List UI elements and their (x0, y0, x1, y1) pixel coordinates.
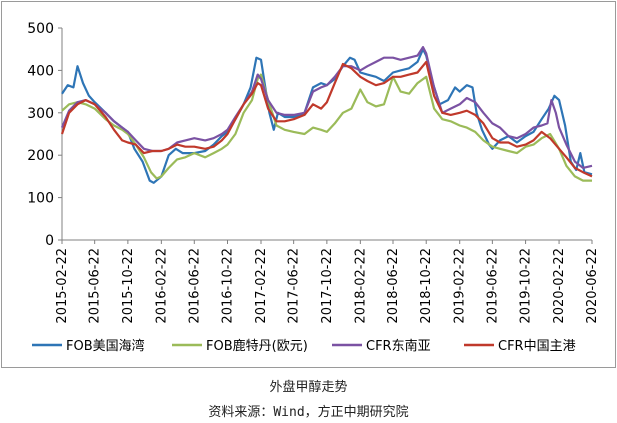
series-line-2 (61, 73, 592, 182)
x-tick-label: 2017-06-22 (287, 248, 302, 324)
x-tick-label: 2015-06-22 (88, 248, 103, 324)
x-tick-label: 2020-02-22 (552, 248, 567, 324)
y-tick-label: 200 (27, 148, 54, 164)
line-chart: 0 100 200 300 400 500 2015-02-22 2015-06-22 2015… (27, 21, 600, 354)
x-tick-label: 2019-06-22 (485, 248, 500, 324)
y-tick-label: 500 (27, 21, 54, 37)
y-tick-label: 0 (45, 233, 54, 249)
x-tick-label: 2017-02-22 (254, 248, 269, 324)
series-line-4 (60, 60, 593, 178)
chart-frame: 0 100 200 300 400 500 2015-02-22 2015-06-22 2015… (1, 1, 616, 368)
chart-source: 资料来源：Wind，方正中期研究院 (208, 405, 409, 420)
x-tick-label: 2016-06-22 (187, 248, 202, 324)
x-tick-label: 2020-06-22 (585, 248, 600, 324)
y-tick-label: 300 (27, 106, 54, 122)
x-tick-label: 2015-10-22 (121, 248, 136, 324)
chart-caption: 外盘甲醇走势 (269, 380, 348, 395)
legend-label: FOB鹿特丹(欧元) (206, 338, 308, 354)
y-tick-label: 400 (27, 63, 54, 79)
x-tick-label: 2016-02-22 (154, 248, 169, 324)
legend-label: CFR中国主港 (498, 339, 576, 354)
x-tick-label: 2018-02-22 (353, 248, 368, 324)
x-tick-label: 2015-02-22 (55, 248, 70, 324)
x-tick-label: 2019-02-22 (453, 248, 468, 324)
legend-label: FOB美国海湾 (66, 338, 145, 354)
x-tick-label: 2018-10-22 (419, 248, 434, 324)
x-tick-label: 2018-06-22 (386, 248, 401, 324)
x-tick-label: 2016-10-22 (221, 248, 236, 324)
series-line-1 (61, 48, 593, 184)
legend-label: CFR东南亚 (366, 338, 431, 354)
x-tick-label: 2017-10-22 (320, 248, 335, 324)
x-tick-label: 2019-10-22 (519, 248, 534, 324)
y-tick-label: 100 (27, 191, 54, 207)
